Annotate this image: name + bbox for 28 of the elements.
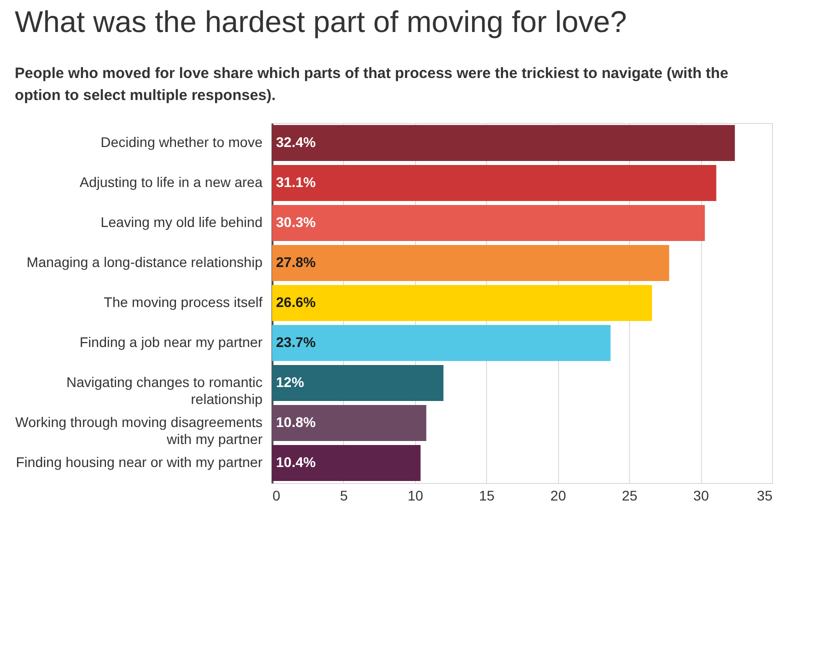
data-label: 23.7% — [276, 334, 316, 350]
y-tick-label: Leaving my old life behind — [100, 214, 262, 230]
y-tick-label: Finding a job near my partner — [80, 334, 263, 350]
data-label: 26.6% — [276, 294, 316, 310]
x-tick-label: 15 — [478, 488, 495, 504]
x-tick-label: 20 — [550, 488, 566, 504]
x-tick-label: 30 — [693, 488, 710, 504]
data-label: 12% — [276, 374, 305, 390]
data-label: 27.8% — [276, 254, 316, 270]
x-tick-label: 0 — [272, 488, 280, 504]
x-tick-label: 5 — [340, 488, 348, 504]
data-label: 32.4% — [276, 134, 316, 150]
y-tick-label: The moving process itself — [104, 294, 263, 310]
data-label: 31.1% — [276, 174, 316, 190]
x-tick-label: 35 — [756, 488, 773, 504]
y-tick-label: Adjusting to life in a new area — [80, 174, 263, 190]
data-label: 10.4% — [276, 454, 316, 470]
y-tick-label: Finding housing near or with my partner — [16, 454, 263, 470]
chart-subtitle: People who moved for love share which parts of that process were the trickiest to navigate (with the option to select multiple responses). — [14, 65, 728, 104]
x-tick-label: 10 — [408, 488, 424, 504]
data-label: 10.8% — [276, 414, 316, 430]
y-tick-label: Working through moving disagreements with my partner — [15, 414, 263, 447]
y-tick-label: Managing a long-distance relationship — [26, 254, 263, 270]
y-tick-label: Navigating changes to romantic relationship — [66, 374, 263, 407]
y-tick-label: Deciding whether to move — [100, 134, 263, 150]
data-label: 30.3% — [276, 214, 316, 230]
x-tick-label: 25 — [622, 488, 638, 504]
chart-title: What was the hardest part of moving for love? — [14, 6, 627, 39]
